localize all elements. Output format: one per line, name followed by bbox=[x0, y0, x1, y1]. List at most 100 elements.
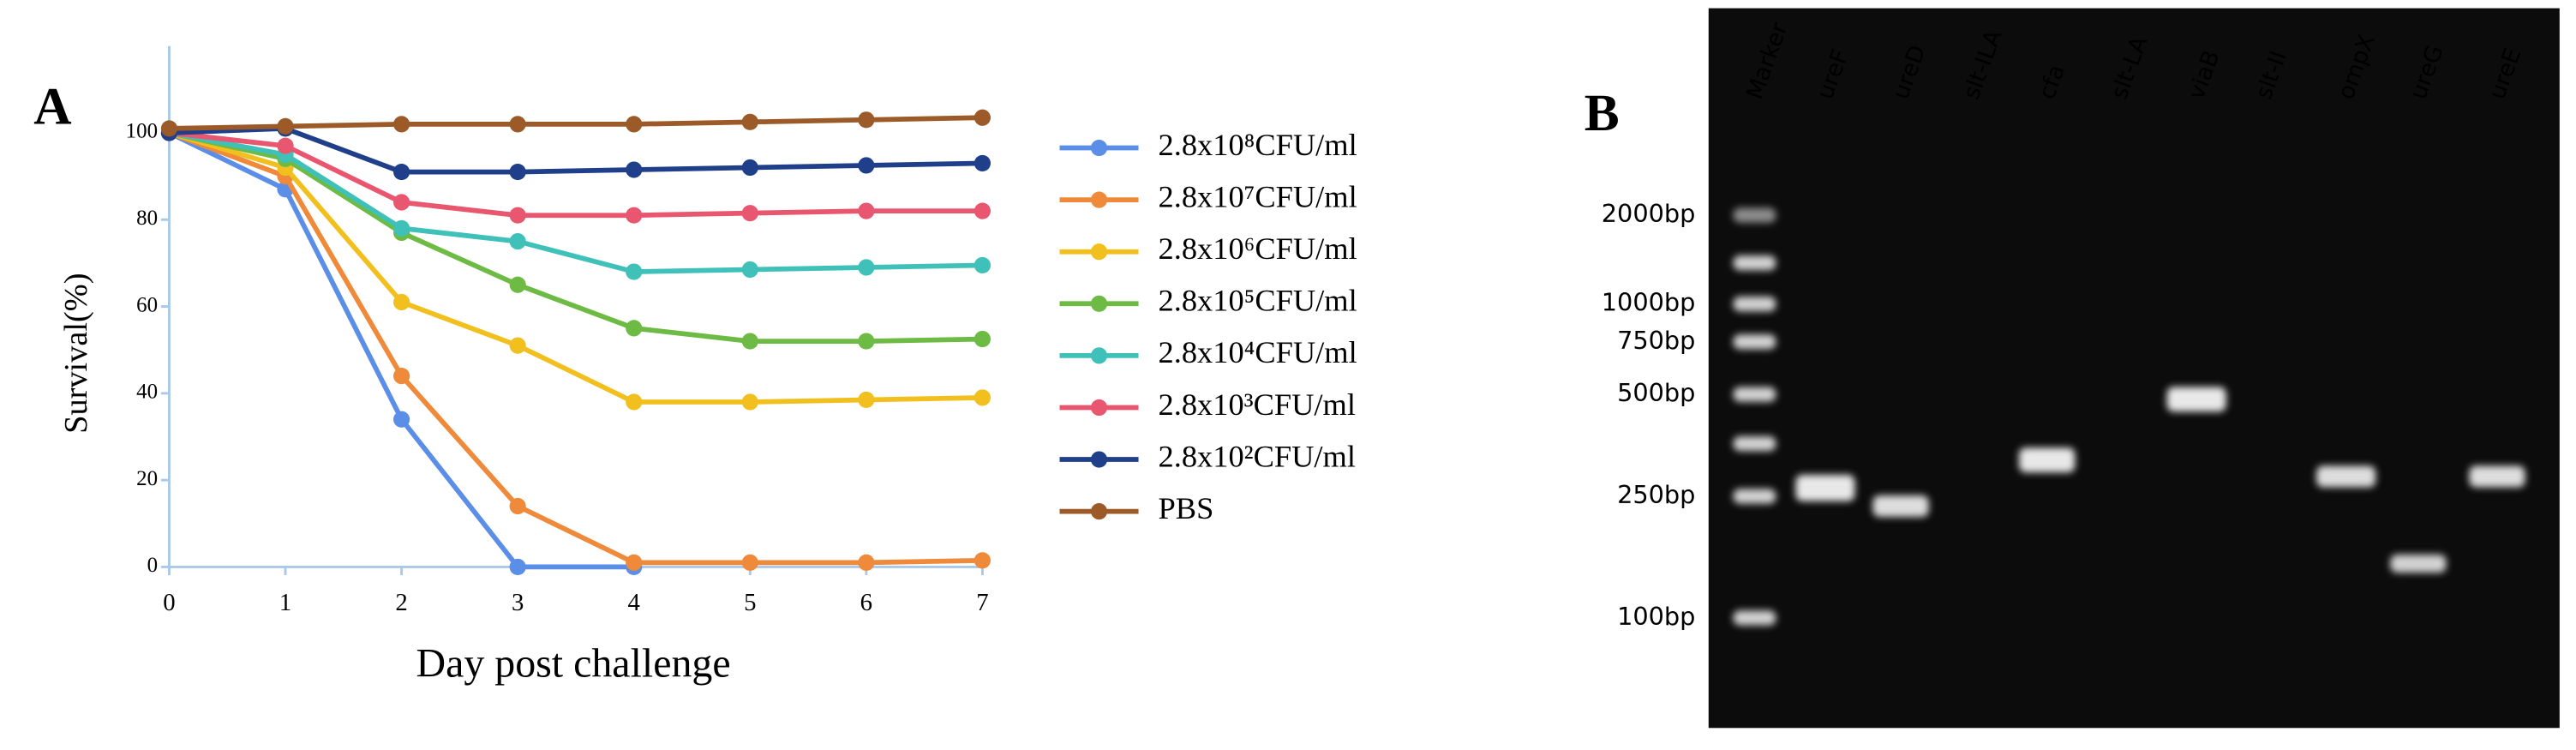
data-point bbox=[973, 154, 991, 172]
gel-band bbox=[2166, 387, 2226, 412]
data-point bbox=[973, 552, 991, 569]
data-point bbox=[741, 333, 758, 350]
gel-band bbox=[1733, 610, 1776, 626]
data-point bbox=[973, 330, 991, 348]
x-tick-label: 0 bbox=[163, 589, 175, 616]
data-point bbox=[393, 411, 410, 428]
y-tick-label: 80 bbox=[136, 207, 158, 230]
data-point bbox=[858, 259, 875, 276]
gel-band bbox=[1733, 207, 1776, 223]
gel-band bbox=[1733, 436, 1776, 452]
x-tick-label: 2 bbox=[395, 589, 407, 616]
series-line bbox=[168, 130, 983, 405]
x-axis-label: Day post challenge bbox=[416, 640, 730, 686]
legend-label: 2.8x10⁶CFU/ml bbox=[1159, 231, 1357, 266]
gel-band bbox=[2390, 555, 2447, 573]
legend-marker bbox=[1090, 347, 1108, 364]
data-point bbox=[509, 233, 526, 250]
gel-band bbox=[1872, 495, 1929, 517]
data-point bbox=[393, 293, 410, 311]
data-point bbox=[393, 194, 410, 211]
series-line bbox=[169, 126, 983, 175]
gel-band bbox=[1733, 334, 1776, 350]
size-label: 250bp bbox=[1617, 480, 1695, 509]
series-line bbox=[169, 115, 983, 131]
data-point bbox=[509, 276, 526, 293]
gel-band bbox=[2019, 447, 2076, 473]
legend-marker bbox=[1090, 243, 1108, 261]
data-point bbox=[973, 256, 991, 274]
legend-label: 2.8x10⁷CFU/ml bbox=[1159, 179, 1357, 213]
series-line bbox=[168, 130, 983, 566]
data-point bbox=[741, 159, 758, 177]
data-point bbox=[858, 554, 875, 571]
gel-band bbox=[2469, 465, 2525, 488]
panel-label: B bbox=[1585, 84, 1620, 142]
data-point bbox=[509, 558, 526, 576]
series-line bbox=[168, 130, 983, 344]
legend-label: 2.8x10⁸CFU/ml bbox=[1159, 128, 1357, 162]
data-point bbox=[973, 389, 991, 406]
data-point bbox=[509, 163, 526, 181]
data-point bbox=[393, 163, 410, 181]
size-label: 1000bp bbox=[1602, 288, 1696, 317]
gel-band bbox=[1733, 297, 1776, 312]
y-axis-label: Survival(%) bbox=[58, 273, 94, 434]
data-point bbox=[858, 202, 875, 219]
data-point bbox=[626, 263, 643, 280]
size-label: 500bp bbox=[1617, 378, 1695, 407]
data-point bbox=[277, 117, 294, 135]
legend-label: 2.8x10⁴CFU/ml bbox=[1159, 335, 1357, 369]
y-tick-label: 100 bbox=[126, 120, 158, 143]
data-point bbox=[393, 116, 410, 133]
gel-band bbox=[1733, 255, 1776, 271]
data-point bbox=[277, 137, 294, 154]
x-tick-label: 1 bbox=[279, 589, 291, 616]
gel-band bbox=[1733, 489, 1776, 504]
data-point bbox=[626, 161, 643, 178]
series-line bbox=[168, 130, 983, 274]
legend-marker bbox=[1090, 399, 1108, 417]
gel-band bbox=[1733, 387, 1776, 402]
x-tick-label: 3 bbox=[512, 589, 524, 616]
legend-marker bbox=[1090, 191, 1108, 208]
data-point bbox=[973, 109, 991, 126]
gel-background bbox=[1708, 8, 2560, 729]
data-point bbox=[741, 205, 758, 222]
y-tick-label: 20 bbox=[136, 467, 158, 490]
data-point bbox=[741, 393, 758, 411]
data-point bbox=[626, 554, 643, 571]
data-point bbox=[509, 337, 526, 354]
data-point bbox=[626, 320, 643, 337]
x-tick-label: 6 bbox=[860, 589, 872, 616]
size-label: 750bp bbox=[1617, 326, 1695, 355]
data-point bbox=[858, 391, 875, 409]
legend-marker bbox=[1090, 139, 1108, 157]
series-line bbox=[169, 130, 983, 219]
data-point bbox=[741, 113, 758, 130]
size-label: 100bp bbox=[1617, 602, 1695, 631]
data-point bbox=[741, 554, 758, 571]
legend-label: PBS bbox=[1159, 491, 1214, 525]
x-tick-label: 7 bbox=[976, 589, 988, 616]
x-tick-label: 4 bbox=[628, 589, 640, 616]
legend-marker bbox=[1090, 295, 1108, 312]
legend-label: 2.8x10⁵CFU/ml bbox=[1159, 284, 1357, 318]
data-point bbox=[858, 157, 875, 174]
legend-marker bbox=[1090, 451, 1108, 468]
data-point bbox=[973, 202, 991, 219]
data-point bbox=[741, 261, 758, 279]
gel-band bbox=[1795, 475, 1855, 501]
y-tick-label: 60 bbox=[136, 293, 158, 316]
data-point bbox=[626, 207, 643, 224]
data-point bbox=[393, 219, 410, 237]
legend-label: 2.8x10³CFU/ml bbox=[1159, 387, 1356, 422]
data-point bbox=[858, 111, 875, 129]
data-point bbox=[858, 333, 875, 350]
y-tick-label: 40 bbox=[136, 381, 158, 404]
gel-band bbox=[2316, 465, 2376, 488]
x-tick-label: 5 bbox=[744, 589, 756, 616]
data-point bbox=[626, 116, 643, 133]
